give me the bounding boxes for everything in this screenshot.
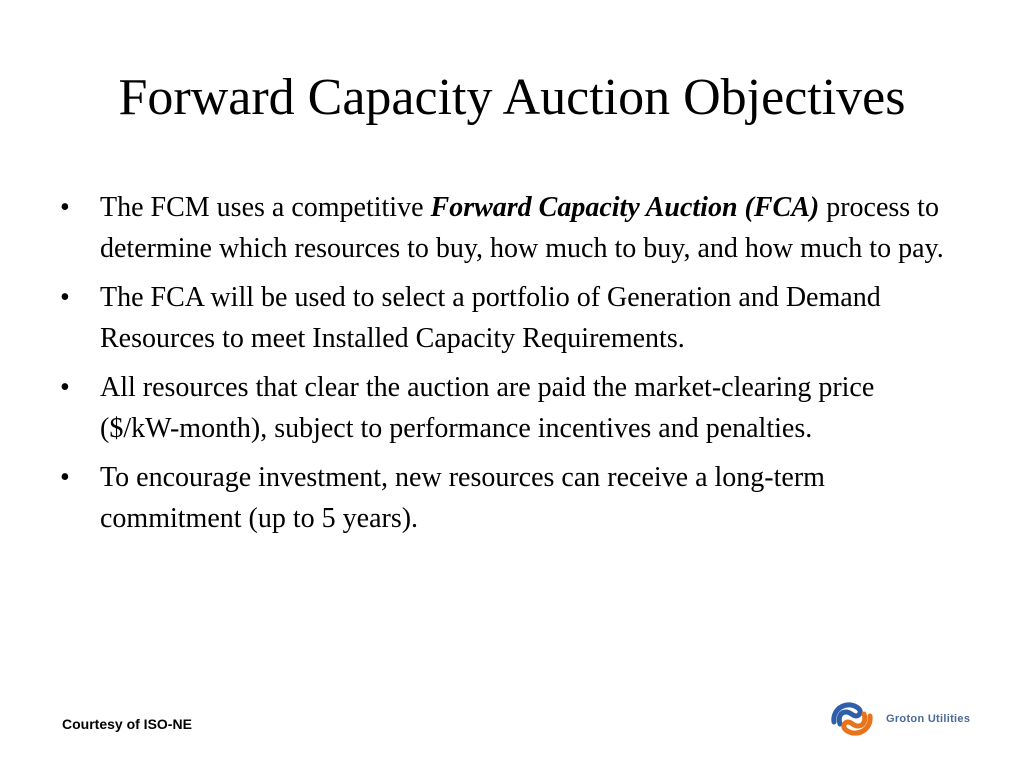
bullet-marker: • xyxy=(60,282,70,313)
bullet-text-before: The FCM uses a competitive xyxy=(100,192,431,223)
bullet-marker: • xyxy=(60,462,70,493)
bullet-text-after: process to determine which resources to … xyxy=(100,192,944,264)
bullet-text: The FCA will be used to select a portfol… xyxy=(100,282,881,354)
bullet-item-4: • To encourage investment, new resources… xyxy=(60,457,960,539)
logo-wordmark: Groton Utilities xyxy=(886,713,971,725)
swirl-logo-icon xyxy=(831,702,873,736)
bullet-item-1: • The FCM uses a competitive Forward Cap… xyxy=(60,187,960,269)
bullet-marker: • xyxy=(60,192,70,223)
bullet-text-emphasis: Forward Capacity Auction (FCA) xyxy=(430,192,820,223)
bullet-list: • The FCM uses a competitive Forward Cap… xyxy=(60,187,960,547)
bullet-text: To encourage investment, new resources c… xyxy=(100,462,825,534)
footer-credit: Courtesy of ISO-NE xyxy=(62,716,192,732)
slide-title: Forward Capacity Auction Objectives xyxy=(118,69,906,126)
bullet-text: All resources that clear the auction are… xyxy=(100,372,875,444)
bullet-item-2: • The FCA will be used to select a portf… xyxy=(60,277,960,359)
bullet-marker: • xyxy=(60,372,70,403)
bullet-item-3: • All resources that clear the auction a… xyxy=(60,367,960,449)
groton-utilities-logo: Groton Utilities xyxy=(826,694,976,744)
